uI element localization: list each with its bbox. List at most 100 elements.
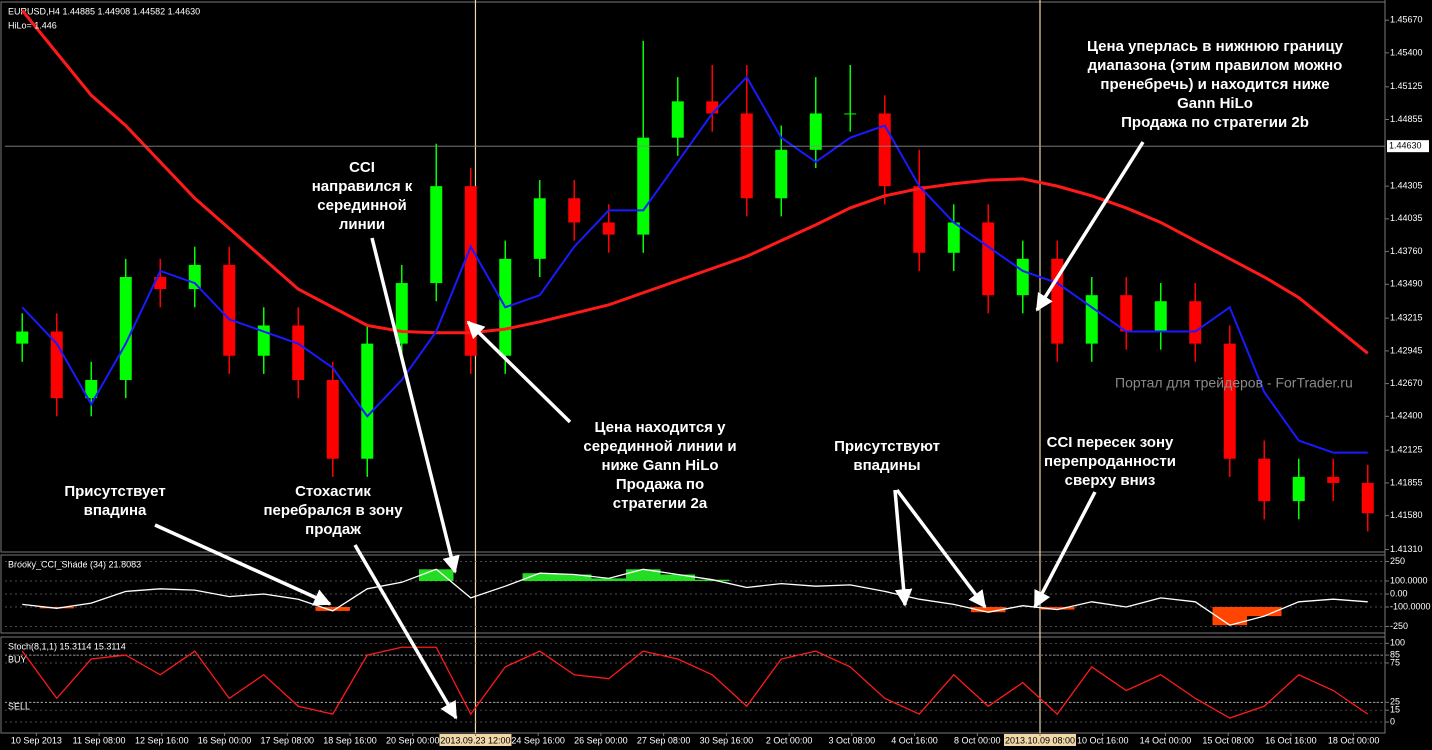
- y-tick-label: 100: [1390, 638, 1405, 648]
- x-tick-label: 15 Oct 08:00: [1202, 735, 1254, 745]
- candle-body: [292, 325, 305, 380]
- annotation-text: Цена находится у: [595, 419, 727, 436]
- annotation-arrow: [466, 320, 572, 424]
- y-tick-label: 1.43490: [1390, 279, 1423, 289]
- shade-below: [315, 607, 350, 611]
- annotation-text: ниже Gann HiLo: [601, 457, 718, 474]
- y-tick-label: 100.0000: [1390, 575, 1428, 585]
- annotation-text: Продажа по: [616, 476, 704, 493]
- candle-body: [533, 198, 546, 259]
- shade-above: [660, 574, 695, 581]
- y-tick-label: 1.42945: [1390, 345, 1423, 355]
- annotation-text: Присутствует: [64, 483, 165, 500]
- annotation-text: Цена уперлась в нижнюю границу: [1087, 38, 1344, 55]
- candle-body: [982, 222, 995, 296]
- candle-body: [947, 222, 960, 253]
- annotation-text: направился к: [312, 178, 413, 195]
- x-tick-label: 16 Sep 00:00: [198, 735, 252, 745]
- y-tick-label: 15: [1390, 705, 1400, 715]
- y-tick-label: 1.44035: [1390, 213, 1423, 223]
- annotation-text: линии: [339, 216, 385, 233]
- shade-below: [1247, 607, 1282, 617]
- candle-body: [775, 149, 788, 199]
- y-tick-label: 1.45125: [1390, 81, 1423, 91]
- candle-body: [1361, 482, 1374, 514]
- annotation-arrow: [370, 237, 460, 574]
- level-label: SELL: [8, 702, 30, 712]
- annotation-text: впадины: [853, 457, 920, 474]
- candle-body: [671, 101, 684, 138]
- y-tick-label: 1.42125: [1390, 445, 1423, 455]
- candle-body: [361, 343, 374, 459]
- annotation-text: CCI: [349, 159, 375, 176]
- indicator-line: [22, 568, 1368, 626]
- candle-body: [878, 113, 891, 187]
- x-tick-label: 2 Oct 00:00: [766, 735, 813, 745]
- candle-body: [464, 186, 477, 356]
- x-tick-label: 30 Sep 16:00: [700, 735, 754, 745]
- annotation-text: сверху вниз: [1065, 472, 1156, 489]
- candle-body: [119, 277, 132, 380]
- indicator-line: [21, 646, 1369, 719]
- candle-body: [844, 113, 857, 115]
- annotation-text: серединной линии и: [583, 438, 736, 455]
- annotation-text: перебрался в зону: [263, 502, 403, 519]
- shade-below: [1212, 607, 1247, 626]
- chart-title: Stoch(8,1,1) 15.3114 15.3114: [8, 641, 126, 651]
- y-tick-label: 250: [1390, 556, 1405, 566]
- x-tick-label: 10 Oct 16:00: [1077, 735, 1129, 745]
- x-tick-label: 4 Oct 16:00: [891, 735, 938, 745]
- chart-title: EURUSD,H4 1.44885 1.44908 1.44582 1.4463…: [8, 6, 200, 16]
- annotation-text: диапазона (этим правилом можно: [1088, 57, 1343, 74]
- x-tick-label: 2013.09.23 12:00: [440, 735, 510, 745]
- x-tick-label: 11 Sep 08:00: [73, 735, 126, 745]
- y-tick-label: 1.41580: [1390, 510, 1423, 520]
- candle-body: [1189, 301, 1202, 344]
- annotation-text: Продажа по стратегии 2b: [1121, 114, 1309, 131]
- x-tick-label: 18 Sep 16:00: [323, 735, 377, 745]
- y-tick-label: -100.0000: [1390, 601, 1431, 611]
- candle-body: [602, 222, 615, 235]
- x-tick-label: 27 Sep 08:00: [637, 735, 691, 745]
- annotation-text: стратегии 2a: [613, 495, 708, 512]
- annotation-text: CCI пересек зону: [1047, 434, 1174, 451]
- candle-body: [1085, 295, 1098, 344]
- candle-body: [568, 198, 581, 223]
- y-tick-label: 1.42670: [1390, 378, 1423, 388]
- x-tick-label: 20 Sep 00:00: [386, 735, 440, 745]
- candle-body: [1223, 343, 1236, 459]
- y-tick-label: 1.45670: [1390, 15, 1423, 25]
- candle-body: [50, 331, 63, 399]
- annotation-text: впадина: [84, 502, 147, 519]
- annotation-text: перепроданности: [1044, 453, 1176, 470]
- candle-body: [1120, 295, 1133, 332]
- candle-body: [637, 137, 650, 235]
- y-tick-label: 0.00: [1390, 588, 1408, 598]
- x-tick-label: 3 Oct 08:00: [829, 735, 876, 745]
- x-tick-label: 17 Sep 08:00: [260, 735, 314, 745]
- y-tick-label: 25: [1390, 697, 1400, 707]
- x-tick-label: 8 Oct 00:00: [954, 735, 1001, 745]
- candle-body: [913, 186, 926, 253]
- x-tick-label: 18 Oct 00:00: [1328, 735, 1380, 745]
- candle-body: [706, 101, 719, 114]
- x-tick-label: 10 Sep 2013: [11, 735, 62, 745]
- candle-body: [1327, 476, 1340, 483]
- x-tick-label: 2013.10.09 08:00: [1005, 735, 1075, 745]
- y-tick-label: 1.43215: [1390, 313, 1423, 323]
- x-tick-label: 24 Sep 16:00: [511, 735, 565, 745]
- y-tick-label: 1.41310: [1390, 544, 1423, 554]
- annotation-arrow: [893, 489, 913, 607]
- shade-above: [419, 569, 454, 581]
- candle-body: [154, 277, 167, 290]
- annotation-arrow: [895, 488, 987, 609]
- shade-below: [971, 607, 1006, 613]
- shade-above: [557, 574, 592, 581]
- annotation-text: пренебречь) и находится ниже: [1100, 76, 1329, 93]
- time-label-box: [1004, 734, 1076, 746]
- candle-body: [326, 379, 339, 459]
- candle-body: [188, 264, 201, 290]
